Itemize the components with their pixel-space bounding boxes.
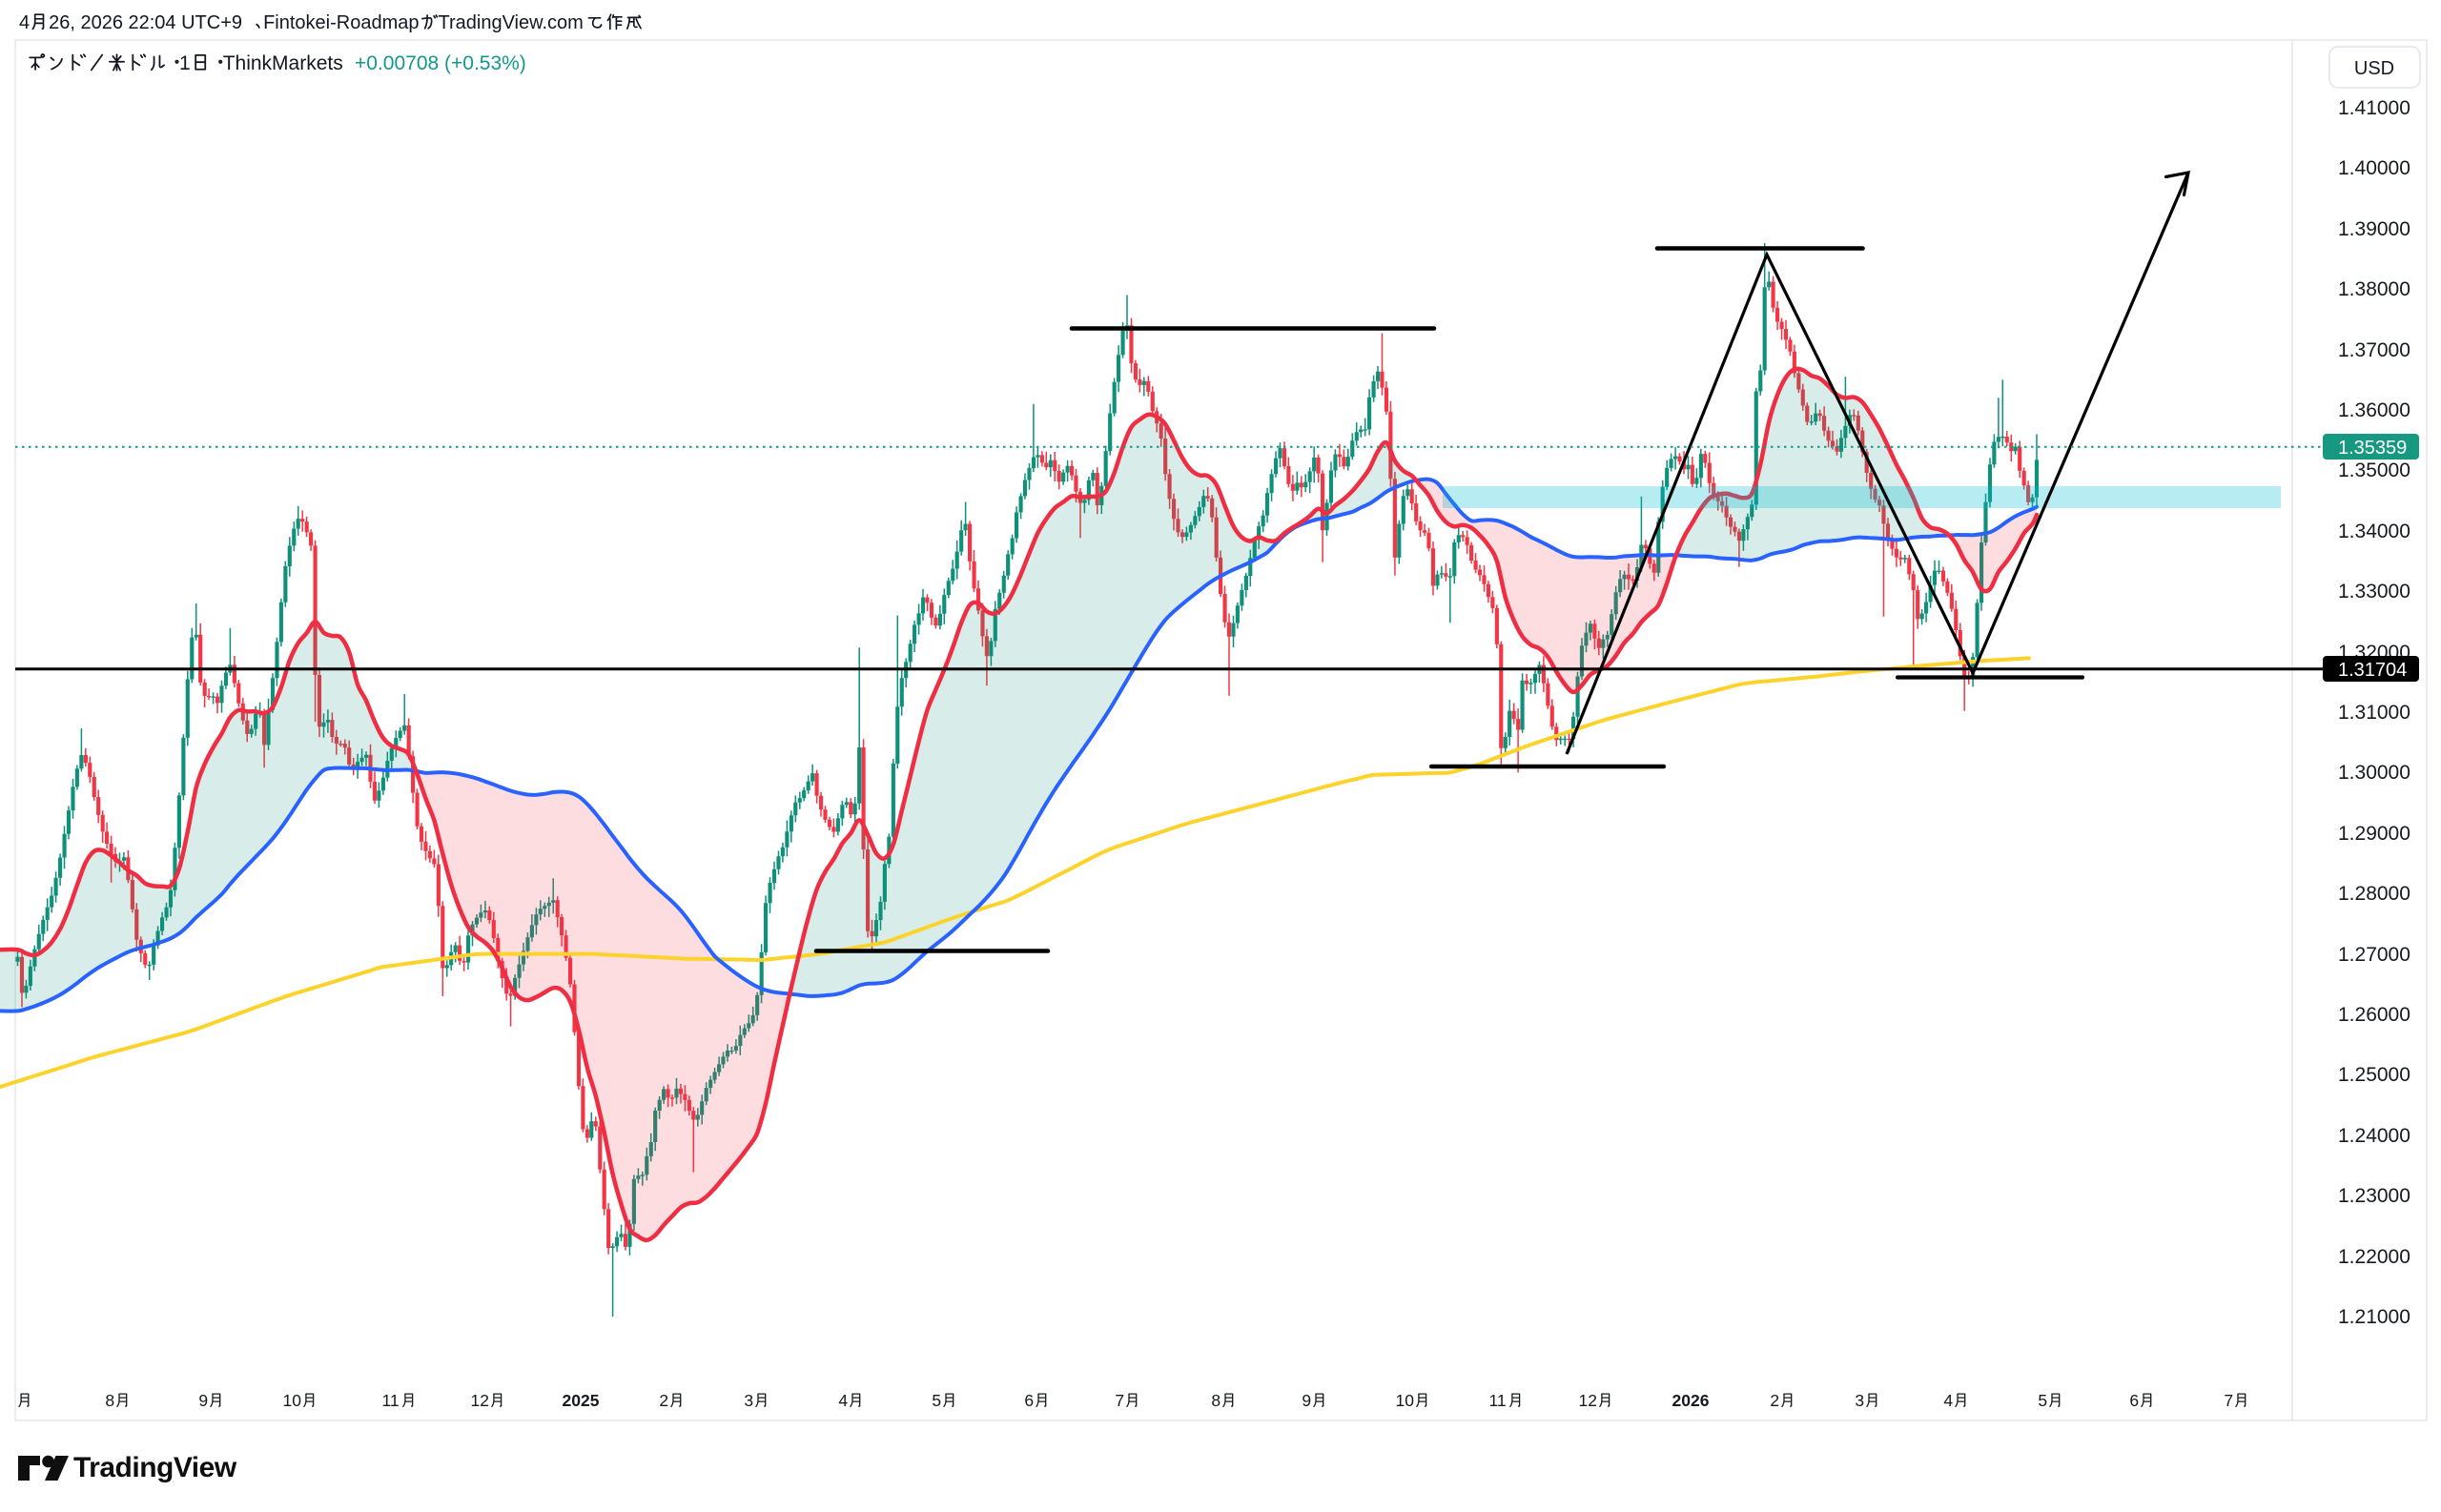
svg-text:1.27000: 1.27000 bbox=[2338, 944, 2410, 966]
svg-text:2: 2 bbox=[1770, 1391, 1779, 1410]
svg-text:7: 7 bbox=[2224, 1391, 2233, 1410]
svg-text:1.29000: 1.29000 bbox=[2338, 823, 2410, 845]
svg-text:1.36000: 1.36000 bbox=[2338, 399, 2410, 421]
svg-text:1.21000: 1.21000 bbox=[2338, 1306, 2410, 1328]
svg-text:12: 12 bbox=[1579, 1391, 1597, 1410]
svg-text:1.31000: 1.31000 bbox=[2338, 702, 2410, 724]
svg-text:8: 8 bbox=[1211, 1391, 1220, 1410]
svg-text:4: 4 bbox=[19, 12, 30, 33]
svg-text:12: 12 bbox=[471, 1391, 489, 1410]
svg-text:11: 11 bbox=[1489, 1391, 1507, 1410]
svg-text:9: 9 bbox=[1302, 1391, 1311, 1410]
svg-text:3: 3 bbox=[744, 1391, 753, 1410]
svg-text:11: 11 bbox=[382, 1391, 400, 1410]
svg-text:1.35000: 1.35000 bbox=[2338, 460, 2410, 481]
svg-text:5: 5 bbox=[2038, 1391, 2047, 1410]
svg-text:1.23000: 1.23000 bbox=[2338, 1185, 2410, 1207]
svg-text:1.25000: 1.25000 bbox=[2338, 1064, 2410, 1086]
svg-text:USD: USD bbox=[2354, 58, 2394, 79]
svg-text:6: 6 bbox=[1024, 1391, 1034, 1410]
svg-text:TradingView.com: TradingView.com bbox=[439, 12, 584, 33]
svg-text:9: 9 bbox=[198, 1391, 208, 1410]
svg-text:6: 6 bbox=[2129, 1391, 2139, 1410]
svg-text:1.41000: 1.41000 bbox=[2338, 97, 2410, 119]
svg-text:+0.00708 (+0.53%): +0.00708 (+0.53%) bbox=[355, 52, 526, 74]
svg-text:4: 4 bbox=[838, 1391, 848, 1410]
svg-text:5: 5 bbox=[932, 1391, 941, 1410]
svg-text:10: 10 bbox=[283, 1391, 302, 1410]
svg-text:1.28000: 1.28000 bbox=[2338, 883, 2410, 905]
svg-text:2026: 2026 bbox=[1672, 1391, 1710, 1410]
svg-text:4: 4 bbox=[1943, 1391, 1953, 1410]
svg-text:2: 2 bbox=[659, 1391, 668, 1410]
svg-text:10: 10 bbox=[1396, 1391, 1415, 1410]
svg-text:1.26000: 1.26000 bbox=[2338, 1004, 2410, 1026]
svg-text:1.33000: 1.33000 bbox=[2338, 581, 2410, 603]
svg-text:1.35359: 1.35359 bbox=[2338, 438, 2407, 459]
svg-text:2025: 2025 bbox=[563, 1391, 600, 1410]
svg-text:26, 2026 22:04 UTC+9: 26, 2026 22:04 UTC+9 bbox=[49, 12, 242, 33]
svg-text:1.24000: 1.24000 bbox=[2338, 1125, 2410, 1147]
svg-text:1.38000: 1.38000 bbox=[2338, 278, 2410, 300]
svg-text:1.37000: 1.37000 bbox=[2338, 339, 2410, 361]
svg-text:Fintokei-Roadmap: Fintokei-Roadmap bbox=[263, 12, 419, 33]
svg-text:1.22000: 1.22000 bbox=[2338, 1246, 2410, 1268]
svg-text:8: 8 bbox=[105, 1391, 114, 1410]
svg-text:1.30000: 1.30000 bbox=[2338, 762, 2410, 784]
svg-text:7: 7 bbox=[1115, 1391, 1124, 1410]
svg-text:TradingView: TradingView bbox=[73, 1452, 237, 1483]
svg-text:ThinkMarkets: ThinkMarkets bbox=[223, 52, 343, 74]
svg-text:1.39000: 1.39000 bbox=[2338, 218, 2410, 240]
svg-text:1: 1 bbox=[179, 52, 191, 74]
svg-text:1.31704: 1.31704 bbox=[2338, 660, 2407, 681]
svg-text:3: 3 bbox=[1855, 1391, 1864, 1410]
svg-text:1.40000: 1.40000 bbox=[2338, 157, 2410, 179]
svg-text:1.34000: 1.34000 bbox=[2338, 521, 2410, 542]
